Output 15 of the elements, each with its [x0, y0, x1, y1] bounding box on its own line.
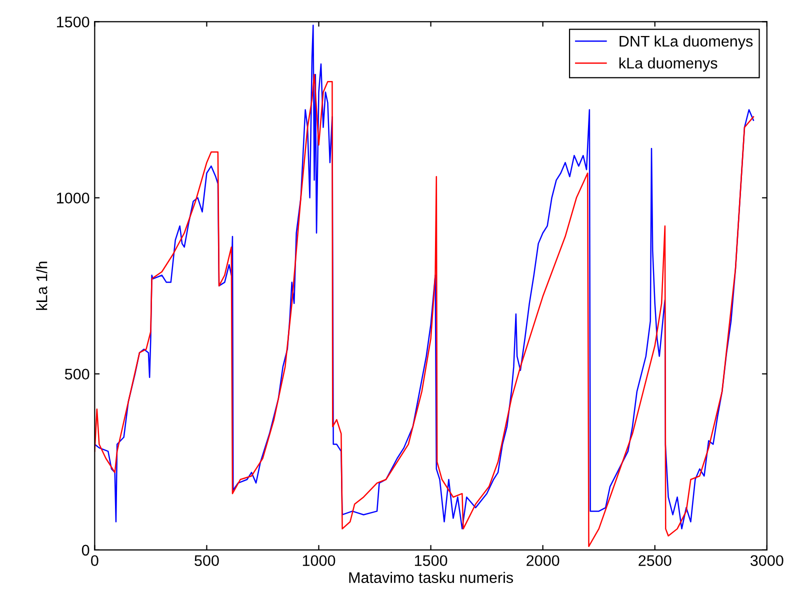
x-tick-label: 3000 [750, 555, 784, 566]
y-tick-label: 500 [64, 368, 90, 380]
x-axis-title: Matavimo tasku numeris [349, 572, 514, 584]
x-tick-label: 0 [91, 555, 98, 566]
legend-label: kLa duomenys [619, 57, 718, 72]
x-tick-label: 500 [194, 555, 219, 566]
y-tick-label: 1500 [57, 16, 90, 28]
y-axis-title: kLa 1/h [36, 262, 48, 310]
legend-label: DNT kLa duomenys [620, 35, 753, 50]
x-tick-label: 1000 [302, 555, 336, 566]
x-tick-label: 2500 [638, 555, 672, 566]
y-tick-label: 0 [82, 544, 90, 556]
x-tick-label: 2000 [526, 555, 560, 566]
y-tick-label: 1000 [57, 192, 90, 204]
x-tick-label: 1500 [414, 555, 448, 566]
